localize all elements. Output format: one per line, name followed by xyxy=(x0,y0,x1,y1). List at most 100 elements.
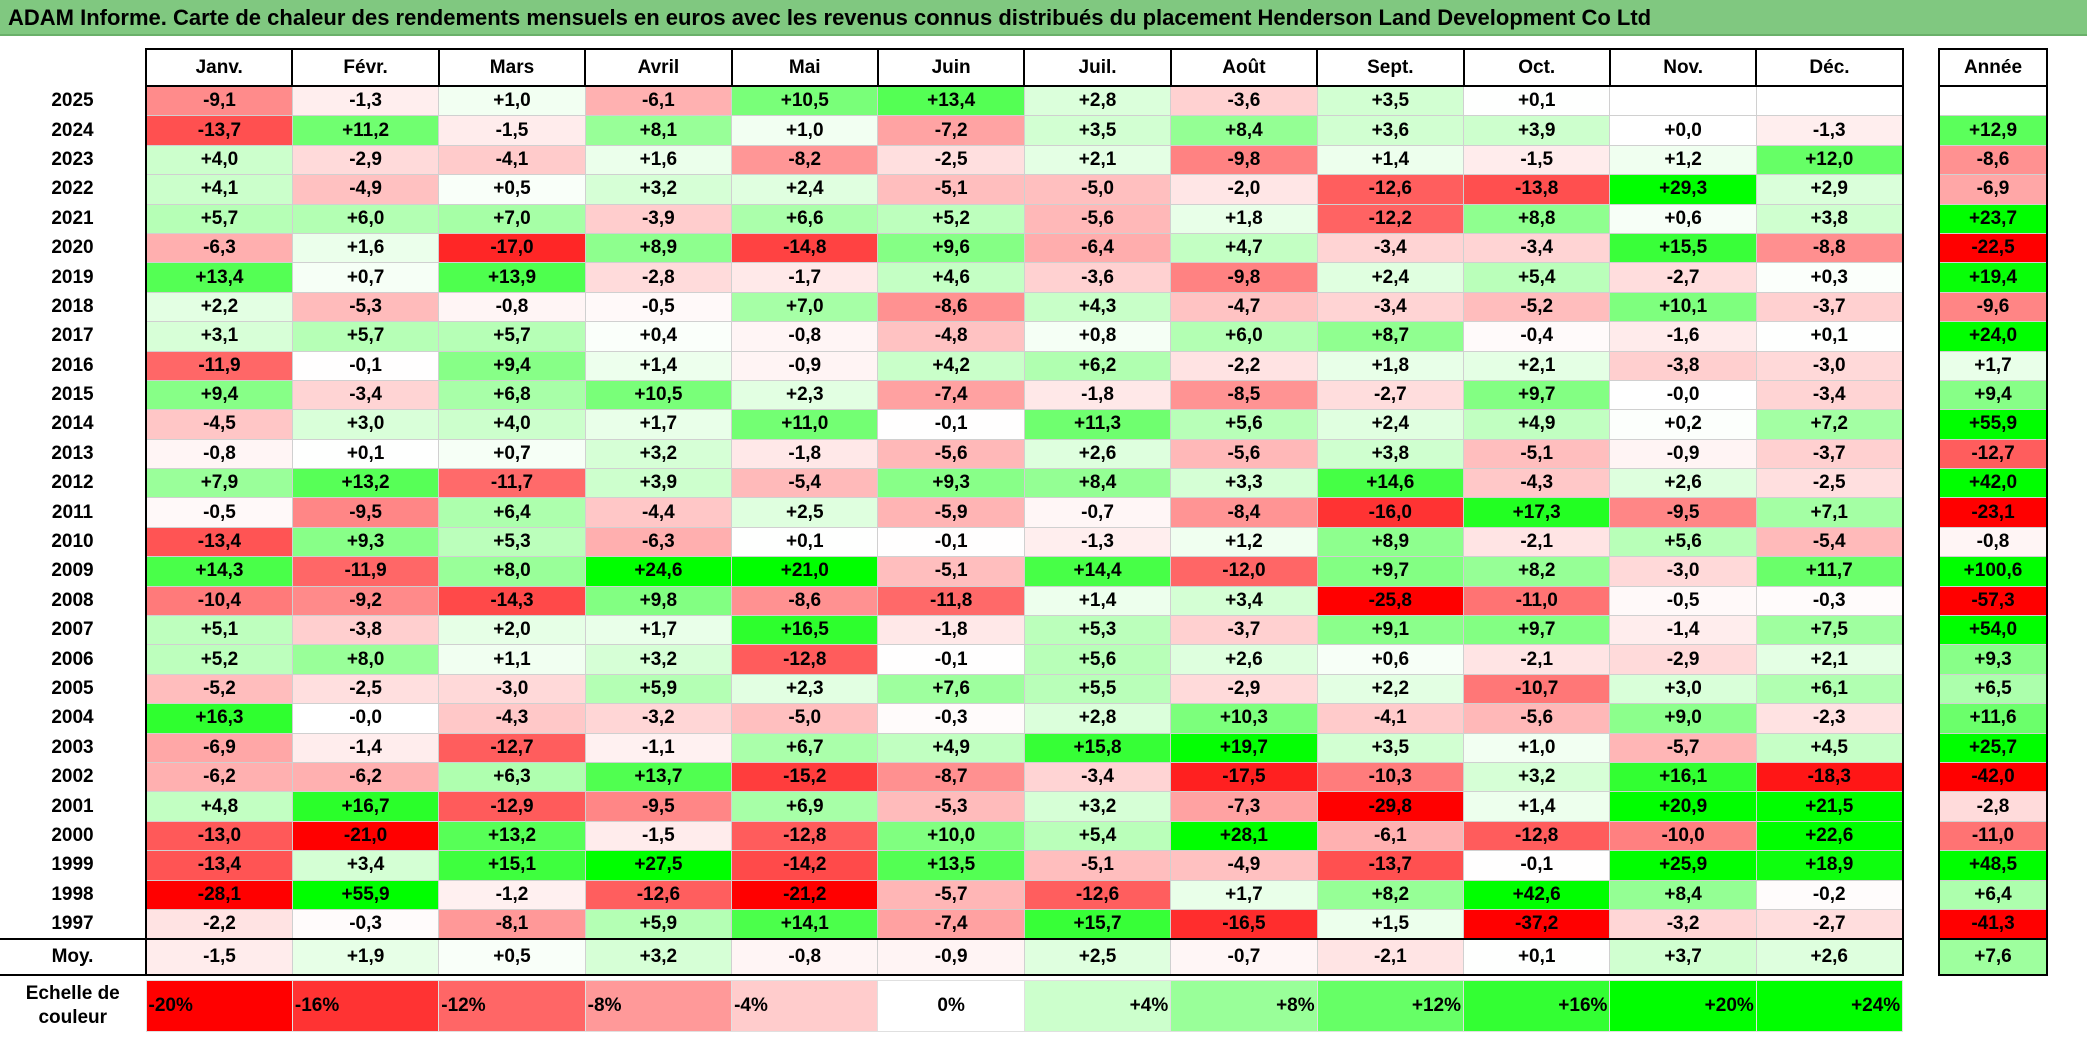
heatmap-cell: +13,4 xyxy=(144,262,293,293)
heatmap-row: 2017 +3,1 +5,7 +5,7 +0,4 -0,8 -4,8 +0,8 +6,0 +8,7… xyxy=(0,321,1904,352)
heatmap-row: 2012 +7,9 +13,2 -11,7 +3,9 -5,4 +9,3 +8,4 +3,3 +1… xyxy=(0,468,1904,499)
heatmap-cell: -4,7 xyxy=(1170,291,1318,323)
average-cell: +3,2 xyxy=(584,938,733,977)
heatmap-cell: -14,3 xyxy=(438,585,586,617)
heatmap-cell: +5,4 xyxy=(1463,262,1611,293)
annual-average-cell: +7,6 xyxy=(1938,938,2048,977)
heatmap-cell: -5,7 xyxy=(877,879,1025,910)
heatmap-cell: -6,1 xyxy=(584,85,733,117)
heatmap-cell: -5,2 xyxy=(144,673,293,705)
heatmap-cell: +25,9 xyxy=(1609,850,1757,881)
average-cell: +0,1 xyxy=(1463,938,1611,977)
year-label: 2014 xyxy=(0,409,146,440)
heatmap-cell: -37,2 xyxy=(1463,908,1611,941)
annual-cell: +9,4 xyxy=(1938,379,2048,411)
heatmap-cell: +9,7 xyxy=(1463,379,1611,411)
year-label: 2022 xyxy=(0,174,146,205)
heatmap-cell: +4,3 xyxy=(1023,291,1172,323)
heatmap-cell: +29,3 xyxy=(1609,174,1757,205)
heatmap-cell: +7,6 xyxy=(877,673,1025,705)
heatmap-cell: +16,3 xyxy=(144,703,293,734)
heatmap-cell: +27,5 xyxy=(584,850,733,881)
heatmap-cell: +0,1 xyxy=(1755,321,1904,352)
heatmap-cell: -2,0 xyxy=(1170,174,1318,205)
heatmap-cell: +10,3 xyxy=(1170,703,1318,734)
heatmap-cell: -5,6 xyxy=(877,438,1025,470)
annual-cell: +12,9 xyxy=(1938,115,2048,146)
heatmap-cell: -11,7 xyxy=(438,468,586,499)
heatmap-cell: -11,9 xyxy=(144,350,293,381)
heatmap-cell: -1,8 xyxy=(1023,379,1172,411)
year-label: 2006 xyxy=(0,644,146,675)
heatmap-cell: -3,7 xyxy=(1170,615,1318,646)
heatmap-cell: -18,3 xyxy=(1755,761,1904,793)
heatmap-cell: +10,5 xyxy=(731,85,879,117)
heatmap-cell: -0,5 xyxy=(584,291,733,323)
heatmap-cell: +4,1 xyxy=(144,174,293,205)
heatmap-cell: +8,4 xyxy=(1170,115,1318,146)
heatmap-cell: -0,5 xyxy=(1609,585,1757,617)
heatmap-cell: +5,4 xyxy=(1023,820,1172,852)
average-cell: +3,7 xyxy=(1609,938,1757,977)
heatmap-cell: +1,8 xyxy=(1170,203,1318,234)
annual-cell: +24,0 xyxy=(1938,321,2048,352)
heatmap-cell: +13,2 xyxy=(291,468,440,499)
heatmap-cell: +42,6 xyxy=(1463,879,1611,910)
average-cell: -0,7 xyxy=(1170,938,1318,977)
heatmap-cell: -6,2 xyxy=(144,761,293,793)
month-header: Nov. xyxy=(1608,48,1758,87)
heatmap-cell: -5,4 xyxy=(731,468,879,499)
heatmap-cell: +0,1 xyxy=(731,526,879,558)
heatmap-cell: +1,0 xyxy=(1463,732,1611,763)
heatmap-cell: -0,8 xyxy=(438,291,586,323)
heatmap-cell: +11,3 xyxy=(1023,409,1172,440)
heatmap-cell: -8,4 xyxy=(1170,497,1318,528)
heatmap-row: 2021 +5,7 +6,0 +7,0 -3,9 +6,6 +5,2 -5,6 +1,8 -12,… xyxy=(0,203,1904,234)
color-scale-swatch: -4% xyxy=(731,980,879,1032)
heatmap-cell: -8,8 xyxy=(1755,232,1904,264)
heatmap-cell: +5,1 xyxy=(144,615,293,646)
heatmap-cell: +4,6 xyxy=(877,262,1025,293)
year-label: 2008 xyxy=(0,586,146,616)
year-label: 2023 xyxy=(0,145,146,175)
heatmap-cell: -2,8 xyxy=(584,262,733,293)
color-scale-swatch: +24% xyxy=(1755,980,1904,1032)
heatmap-cell: +3,6 xyxy=(1316,115,1465,146)
heatmap-cell: +14,4 xyxy=(1023,556,1172,587)
heatmap-cell: -6,9 xyxy=(144,732,293,763)
heatmap-cell: -16,0 xyxy=(1316,497,1465,528)
year-label: 2018 xyxy=(0,292,146,322)
heatmap-cell: -4,9 xyxy=(1170,850,1318,881)
heatmap-cell: -5,3 xyxy=(877,791,1025,822)
heatmap-cell: -12,7 xyxy=(438,732,586,763)
color-scale-swatch: +4% xyxy=(1023,980,1172,1032)
heatmap-cell: -13,4 xyxy=(144,850,293,881)
heatmap-cell: -1,7 xyxy=(731,262,879,293)
heatmap-cell: -0,9 xyxy=(731,350,879,381)
heatmap-cell: -5,1 xyxy=(1463,438,1611,470)
heatmap-cell: +2,6 xyxy=(1609,468,1757,499)
heatmap-cell: +0,7 xyxy=(291,262,440,293)
heatmap-cell: -0,1 xyxy=(1463,850,1611,881)
annual-cell: -11,0 xyxy=(1938,820,2048,852)
heatmap-cell: +5,2 xyxy=(877,203,1025,234)
annual-cell: +55,9 xyxy=(1938,409,2048,440)
heatmap-cell: +7,5 xyxy=(1755,615,1904,646)
heatmap-cell: -12,9 xyxy=(438,791,586,822)
heatmap-cell: -6,1 xyxy=(1316,820,1465,852)
heatmap-cell: +8,8 xyxy=(1463,203,1611,234)
heatmap-cell: +7,0 xyxy=(438,203,586,234)
heatmap-cell: -2,7 xyxy=(1316,379,1465,411)
heatmap-cell: +8,0 xyxy=(438,556,586,587)
heatmap-cell: -9,5 xyxy=(584,791,733,822)
heatmap-cell xyxy=(1609,85,1757,117)
year-label: 1999 xyxy=(0,850,146,881)
heatmap-cell: +1,2 xyxy=(1170,526,1318,558)
color-scale-swatch: -8% xyxy=(584,980,733,1032)
heatmap-cell: +8,1 xyxy=(584,115,733,146)
year-label: 2013 xyxy=(0,439,146,469)
heatmap-cell: -21,0 xyxy=(291,820,440,852)
heatmap-row: 2008 -10,4 -9,2 -14,3 +9,8 -8,6 -11,8 +1,4 +3,4-… xyxy=(0,585,1904,617)
heatmap-cell: -1,3 xyxy=(1023,526,1172,558)
heatmap-cell: -3,4 xyxy=(1316,232,1465,264)
